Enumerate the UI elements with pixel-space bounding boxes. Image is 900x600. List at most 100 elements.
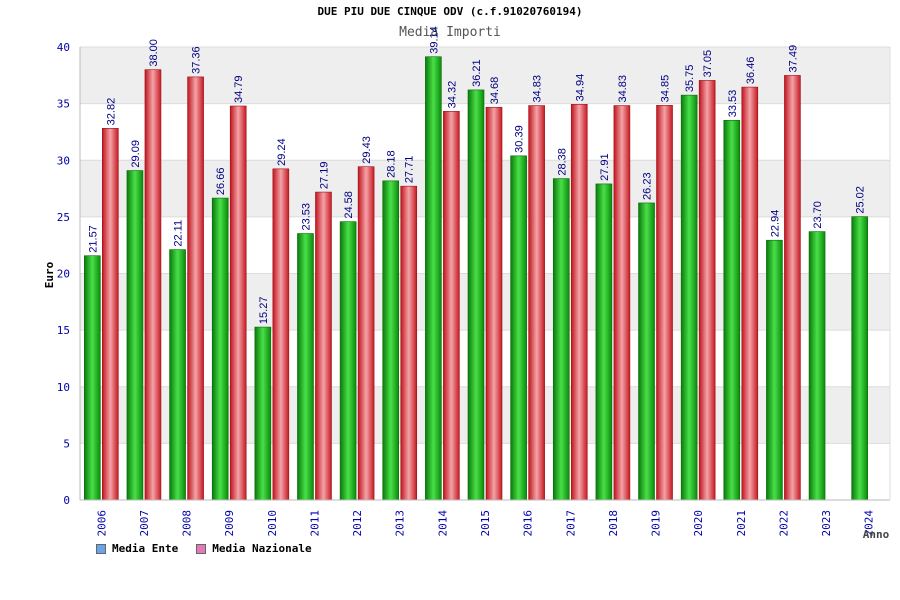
bar-ente-2017 (552, 178, 570, 501)
data-label-ente-2020: 35.75 (684, 65, 696, 93)
x-tick-label-2006: 2006 (95, 510, 108, 537)
data-label-ente-2006: 21.57 (87, 225, 99, 253)
bar-nazionale-2020 (698, 80, 716, 501)
data-label-ente-2009: 26.66 (215, 168, 227, 196)
bar-nazionale-2006 (102, 128, 119, 501)
data-label-ente-2018: 27.91 (599, 153, 611, 181)
x-tick-label-2023: 2023 (820, 510, 833, 537)
data-label-ente-2015: 36.21 (471, 59, 483, 87)
bar-ente-2020 (680, 94, 698, 501)
data-label-ente-2008: 22.11 (173, 220, 185, 247)
data-label-ente-2023: 23.70 (812, 201, 824, 229)
bar-nazionale-2021 (741, 86, 759, 501)
x-tick-label-2016: 2016 (522, 510, 535, 537)
x-tick-label-2024: 2024 (863, 510, 876, 537)
bar-nazionale-2007 (144, 69, 162, 501)
data-label-nazionale-2009: 34.79 (233, 75, 245, 103)
data-label-nazionale-2014: 34.32 (446, 81, 458, 109)
y-tick-label: 0 (63, 494, 70, 507)
bar-nazionale-2008 (187, 76, 204, 501)
data-label-nazionale-2021: 36.46 (745, 57, 757, 85)
x-tick-label-2015: 2015 (479, 510, 492, 537)
bar-nazionale-2018 (613, 105, 631, 501)
data-label-nazionale-2017: 34.94 (574, 74, 586, 102)
data-label-nazionale-2015: 34.68 (489, 77, 501, 105)
data-labels: 21.57 32.82 29.09 38.00 22.11 37.36 26.66 34.79… (87, 26, 866, 324)
data-label-ente-2019: 26.23 (642, 172, 654, 200)
bar-ente-2007 (126, 170, 144, 501)
x-tick-label-2021: 2021 (735, 510, 748, 537)
bar-ente-2019 (638, 202, 655, 501)
x-tick-label-2017: 2017 (564, 510, 577, 537)
axes (79, 47, 891, 501)
x-tick-label-2011: 2011 (308, 510, 321, 537)
data-label-nazionale-2008: 37.36 (191, 46, 203, 74)
x-tick-label-2019: 2019 (650, 510, 663, 537)
bar-ente-2013 (382, 180, 400, 501)
x-axis-label: Anno (863, 528, 890, 541)
legend: Media Ente Media Nazionale (96, 542, 312, 555)
x-tick-labels: 2006 2007 2008 2009 2010 2011 2012 2013 2014 2015… (95, 510, 875, 537)
bar-nazionale-2014 (443, 111, 460, 501)
data-label-nazionale-2007: 38.00 (148, 39, 160, 67)
bar-ente-2024 (851, 216, 868, 501)
bar-nazionale-2013 (400, 185, 418, 501)
y-tick-label: 20 (57, 268, 70, 281)
y-tick-label: 10 (57, 381, 70, 394)
bar-nazionale-2019 (656, 105, 673, 501)
data-label-nazionale-2011: 27.19 (318, 162, 330, 190)
bar-ente-2011 (297, 233, 314, 501)
x-tick-label-2009: 2009 (223, 510, 236, 537)
data-label-nazionale-2019: 34.85 (660, 75, 672, 103)
y-tick-label: 15 (57, 324, 70, 337)
x-tick-label-2020: 2020 (692, 510, 705, 537)
data-label-nazionale-2016: 34.83 (532, 75, 544, 103)
data-label-nazionale-2022: 37.49 (787, 45, 799, 73)
bar-nazionale-2010 (272, 168, 290, 501)
bar-nazionale-2015 (485, 106, 503, 501)
bars (84, 56, 868, 501)
bar-ente-2010 (254, 326, 272, 501)
data-label-nazionale-2013: 27.71 (404, 156, 416, 184)
bar-nazionale-2012 (357, 166, 375, 501)
legend-label-ente: Media Ente (112, 542, 179, 555)
x-tick-label-2022: 2022 (777, 510, 790, 537)
data-label-nazionale-2020: 37.05 (702, 50, 714, 78)
bar-ente-2023 (808, 231, 826, 501)
data-label-nazionale-2006: 32.82 (105, 98, 117, 126)
bar-nazionale-2022 (784, 75, 801, 501)
x-tick-label-2008: 2008 (181, 510, 194, 537)
legend-swatch-ente (96, 543, 106, 554)
x-tick-label-2010: 2010 (266, 510, 279, 537)
chart-title: DUE PIU DUE CINQUE ODV (c.f.91020760194) (317, 5, 583, 18)
bar-nazionale-2011 (315, 191, 332, 501)
bar-ente-2012 (339, 221, 357, 501)
y-tick-label: 40 (57, 41, 70, 54)
data-label-ente-2011: 23.53 (300, 203, 312, 231)
data-label-nazionale-2010: 29.24 (276, 138, 288, 166)
data-label-ente-2017: 28.38 (556, 148, 568, 176)
bar-ente-2021 (723, 119, 741, 501)
chart-subtitle: Media Importi (399, 25, 501, 40)
bar-ente-2009 (211, 197, 229, 501)
y-tick-label: 35 (57, 98, 70, 111)
x-tick-label-2018: 2018 (607, 510, 620, 537)
x-tick-label-2007: 2007 (138, 510, 151, 537)
data-label-nazionale-2012: 29.43 (361, 136, 373, 164)
legend-swatch-nazionale (196, 543, 207, 554)
y-axis-label: Euro (43, 261, 56, 288)
data-label-ente-2022: 22.94 (769, 210, 781, 238)
y-tick-label: 25 (57, 211, 70, 224)
legend-label-nazionale: Media Nazionale (212, 542, 312, 555)
bar-ente-2022 (766, 239, 783, 501)
bar-ente-2006 (84, 255, 101, 501)
bar-ente-2008 (169, 249, 186, 501)
data-label-nazionale-2018: 34.83 (617, 75, 629, 103)
data-label-ente-2013: 28.18 (386, 150, 398, 178)
x-tick-label-2014: 2014 (436, 510, 449, 537)
data-label-ente-2024: 25.02 (855, 186, 867, 214)
data-label-ente-2014: 39.14 (428, 26, 440, 54)
y-tick-labels: 0 5 10 15 20 25 30 35 40 (57, 41, 70, 507)
x-tick-label-2013: 2013 (394, 510, 407, 537)
